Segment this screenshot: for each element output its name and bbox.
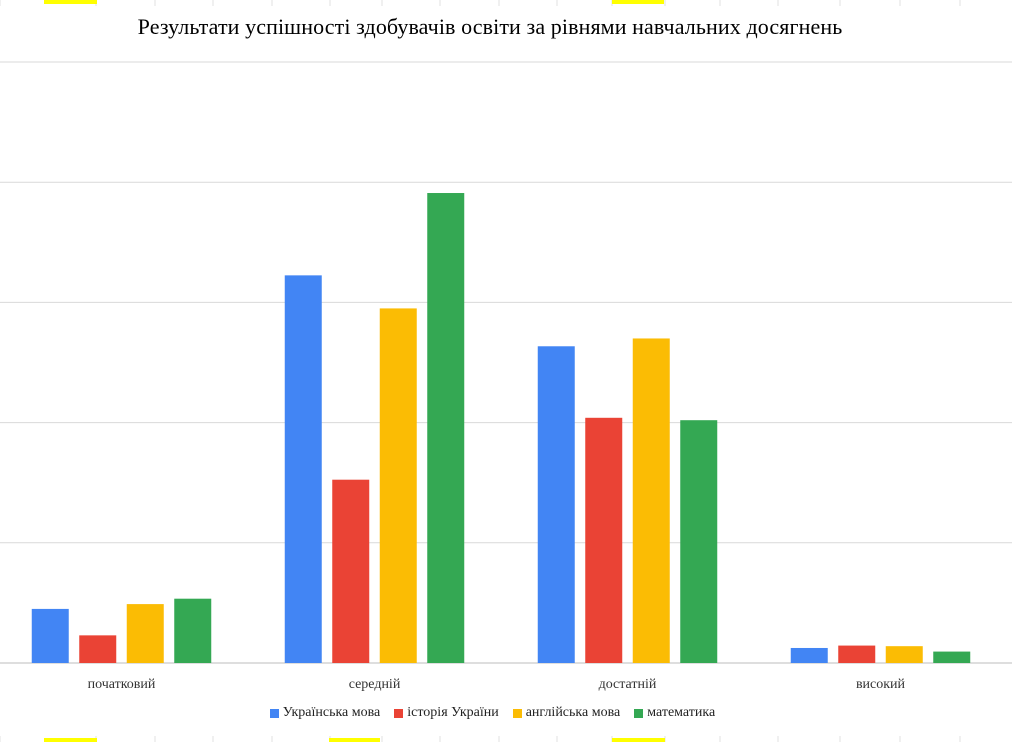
legend-swatch-icon: [394, 708, 404, 718]
chart-title: Результати успішності здобувачів освіти …: [137, 14, 843, 39]
x-tick-label: високий: [856, 677, 906, 692]
x-axis-labels: початковий середній достатній високий: [88, 677, 906, 692]
legend-item-math[interactable]: математика: [634, 705, 715, 721]
legend-label: історія України: [407, 705, 499, 720]
legend-item-english[interactable]: англійська мова: [512, 705, 621, 721]
legend-label: англійська мова: [525, 705, 621, 720]
bar[interactable]: [332, 479, 370, 663]
highlighted-cell: [329, 738, 380, 742]
bar[interactable]: [79, 635, 117, 663]
bar[interactable]: [284, 275, 322, 663]
bar[interactable]: [632, 338, 670, 663]
highlighted-cell: [44, 738, 97, 742]
legend-item-history[interactable]: історія України: [394, 705, 499, 721]
bar[interactable]: [427, 193, 465, 663]
bar[interactable]: [885, 646, 923, 663]
bar[interactable]: [174, 598, 212, 663]
bar[interactable]: [31, 608, 69, 663]
bar[interactable]: [790, 647, 828, 663]
legend-swatch-icon: [512, 708, 522, 718]
legend: Українська мова історія України англійсь…: [0, 705, 985, 721]
highlighted-cell: [612, 0, 664, 4]
legend-label: Українська мова: [282, 705, 381, 720]
highlighted-cell: [44, 0, 97, 4]
bar[interactable]: [537, 346, 575, 663]
bar[interactable]: [933, 651, 971, 663]
x-tick-label: початковий: [88, 677, 156, 692]
bar[interactable]: [838, 645, 876, 663]
gridlines: [0, 61, 1012, 664]
highlighted-cell: [612, 738, 665, 742]
legend-swatch-icon: [634, 708, 644, 718]
legend-label: математика: [647, 705, 716, 720]
legend-swatch-icon: [269, 708, 279, 718]
legend-item-ukrainian[interactable]: Українська мова: [269, 705, 381, 721]
x-tick-label: достатній: [599, 677, 657, 692]
bar[interactable]: [585, 417, 623, 663]
x-tick-label: середній: [349, 677, 401, 692]
bar[interactable]: [126, 604, 164, 663]
bars: [31, 193, 971, 663]
bar[interactable]: [680, 420, 718, 663]
bar[interactable]: [379, 308, 417, 663]
